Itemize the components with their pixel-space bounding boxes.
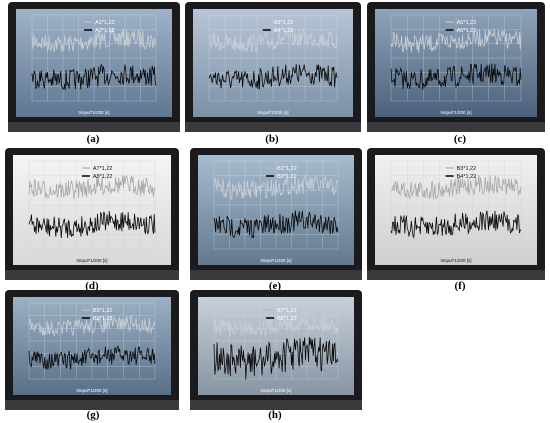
signal-line bbox=[28, 174, 156, 200]
panel-label: (c) bbox=[453, 133, 467, 145]
legend-label: A4*1,22 bbox=[274, 28, 294, 34]
signal-line bbox=[31, 27, 157, 52]
signal-line bbox=[28, 345, 156, 371]
panel-label: (h) bbox=[268, 409, 282, 421]
laptop-photo: B1*1,22 B2*1,22 timpul*1/200 [s] bbox=[190, 148, 362, 280]
legend-label: B1*1,22 bbox=[277, 166, 297, 172]
x-axis-title: timpul*1/200 [s] bbox=[76, 258, 107, 263]
panel-label: (f) bbox=[454, 280, 466, 292]
x-axis-title: timpul*1/200 [s] bbox=[440, 258, 471, 263]
signal-line bbox=[213, 316, 339, 337]
signal-line bbox=[208, 64, 338, 90]
x-axis-title: timpul*1/200 [s] bbox=[440, 110, 471, 115]
keyboard-shade bbox=[190, 270, 362, 280]
keyboard-shade bbox=[185, 122, 361, 132]
signal-line bbox=[208, 27, 338, 53]
legend-label: B6*1,22 bbox=[93, 316, 113, 322]
panel-label: (b) bbox=[265, 133, 279, 145]
legend-label: B8*1,22 bbox=[277, 316, 297, 322]
keyboard-shade bbox=[367, 122, 545, 132]
keyboard-shade bbox=[190, 400, 362, 410]
signal-line bbox=[31, 64, 157, 91]
legend-label: A5*1,22 bbox=[457, 20, 477, 26]
laptop-photo: B3*1,22 B4*1,22 timpul*1/200 [s] bbox=[367, 148, 545, 280]
signal-line bbox=[213, 174, 338, 200]
keyboard-shade bbox=[5, 400, 179, 410]
keyboard-shade bbox=[8, 122, 180, 132]
laptop-photo: B5*1,22 B6*1,22 timpul*1/200 [s] bbox=[5, 290, 179, 410]
x-axis-title: timpul*1/200 [s] bbox=[76, 388, 107, 393]
laptop-photo: A7*1,22 A8*1,22 timpul*1/200 [s] bbox=[5, 148, 179, 280]
legend-label: B5*1,22 bbox=[93, 308, 113, 314]
x-axis-title: timpul*1/200 [s] bbox=[257, 110, 288, 115]
signal-line bbox=[390, 28, 522, 54]
signal-line bbox=[28, 211, 156, 239]
x-axis-title: timpul*1/200 [s] bbox=[78, 110, 109, 115]
keyboard-shade bbox=[367, 270, 545, 280]
signal-line bbox=[213, 336, 339, 380]
panel-label: (d) bbox=[85, 280, 99, 292]
signal-line bbox=[390, 63, 522, 91]
legend-label: B4*1,22 bbox=[457, 174, 477, 180]
laptop-photo: A5*1,22 A6*1,22 timpul*1/200 [s] bbox=[367, 2, 545, 132]
panel-label: (e) bbox=[268, 280, 282, 292]
panel-label: (g) bbox=[86, 409, 100, 421]
legend-label: A1*1,22 bbox=[95, 20, 115, 26]
laptop-photo: A3*1,22 A4*1,22 timpul*1/200 [s] bbox=[185, 2, 361, 132]
x-axis-title: timpul*1/200 [s] bbox=[260, 258, 291, 263]
signal-line bbox=[390, 175, 522, 200]
legend-label: A2*1,22 bbox=[95, 28, 115, 34]
x-axis-title: timpul*1/200 [s] bbox=[260, 388, 291, 393]
signal-line bbox=[390, 210, 522, 239]
legend-label: B7*1,22 bbox=[277, 308, 297, 314]
signal-line bbox=[213, 210, 339, 239]
keyboard-shade bbox=[5, 270, 179, 280]
legend-label: A3*1,22 bbox=[274, 20, 294, 26]
laptop-photo: A1*1,22 A2*1,22 timpul*1/200 [s] bbox=[8, 2, 180, 132]
laptop-photo: B7*1,22 B8*1,22 timpul*1/200 [s] bbox=[190, 290, 362, 410]
legend-label: B2*1,22 bbox=[277, 174, 297, 180]
legend-label: B3*1,22 bbox=[457, 166, 477, 172]
signal-line bbox=[28, 314, 156, 337]
panel-label: (a) bbox=[86, 133, 100, 145]
legend-label: A6*1,22 bbox=[457, 28, 477, 34]
legend-label: A8*1,22 bbox=[93, 174, 113, 180]
legend-label: A7*1,22 bbox=[93, 166, 113, 172]
